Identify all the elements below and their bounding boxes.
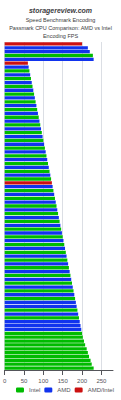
svg-text:Encoding FPS: Encoding FPS — [43, 33, 78, 39]
svg-text:150: 150 — [58, 378, 69, 384]
svg-text:50: 50 — [21, 378, 28, 384]
svg-text:storagereview.com: storagereview.com — [29, 7, 92, 15]
svg-text:AMD/Intel: AMD/Intel — [88, 387, 114, 393]
svg-text:AMD: AMD — [57, 387, 71, 393]
svg-text:Passmark CPU Comparison: AMD v: Passmark CPU Comparison: AMD vs Intel — [9, 25, 112, 31]
svg-text:Intel: Intel — [29, 387, 40, 393]
svg-text:100: 100 — [38, 378, 49, 384]
svg-text:0: 0 — [3, 378, 7, 384]
svg-text:200: 200 — [77, 378, 88, 384]
svg-text:Speed Benchmark Encoding: Speed Benchmark Encoding — [26, 17, 96, 23]
svg-text:250: 250 — [96, 378, 107, 384]
